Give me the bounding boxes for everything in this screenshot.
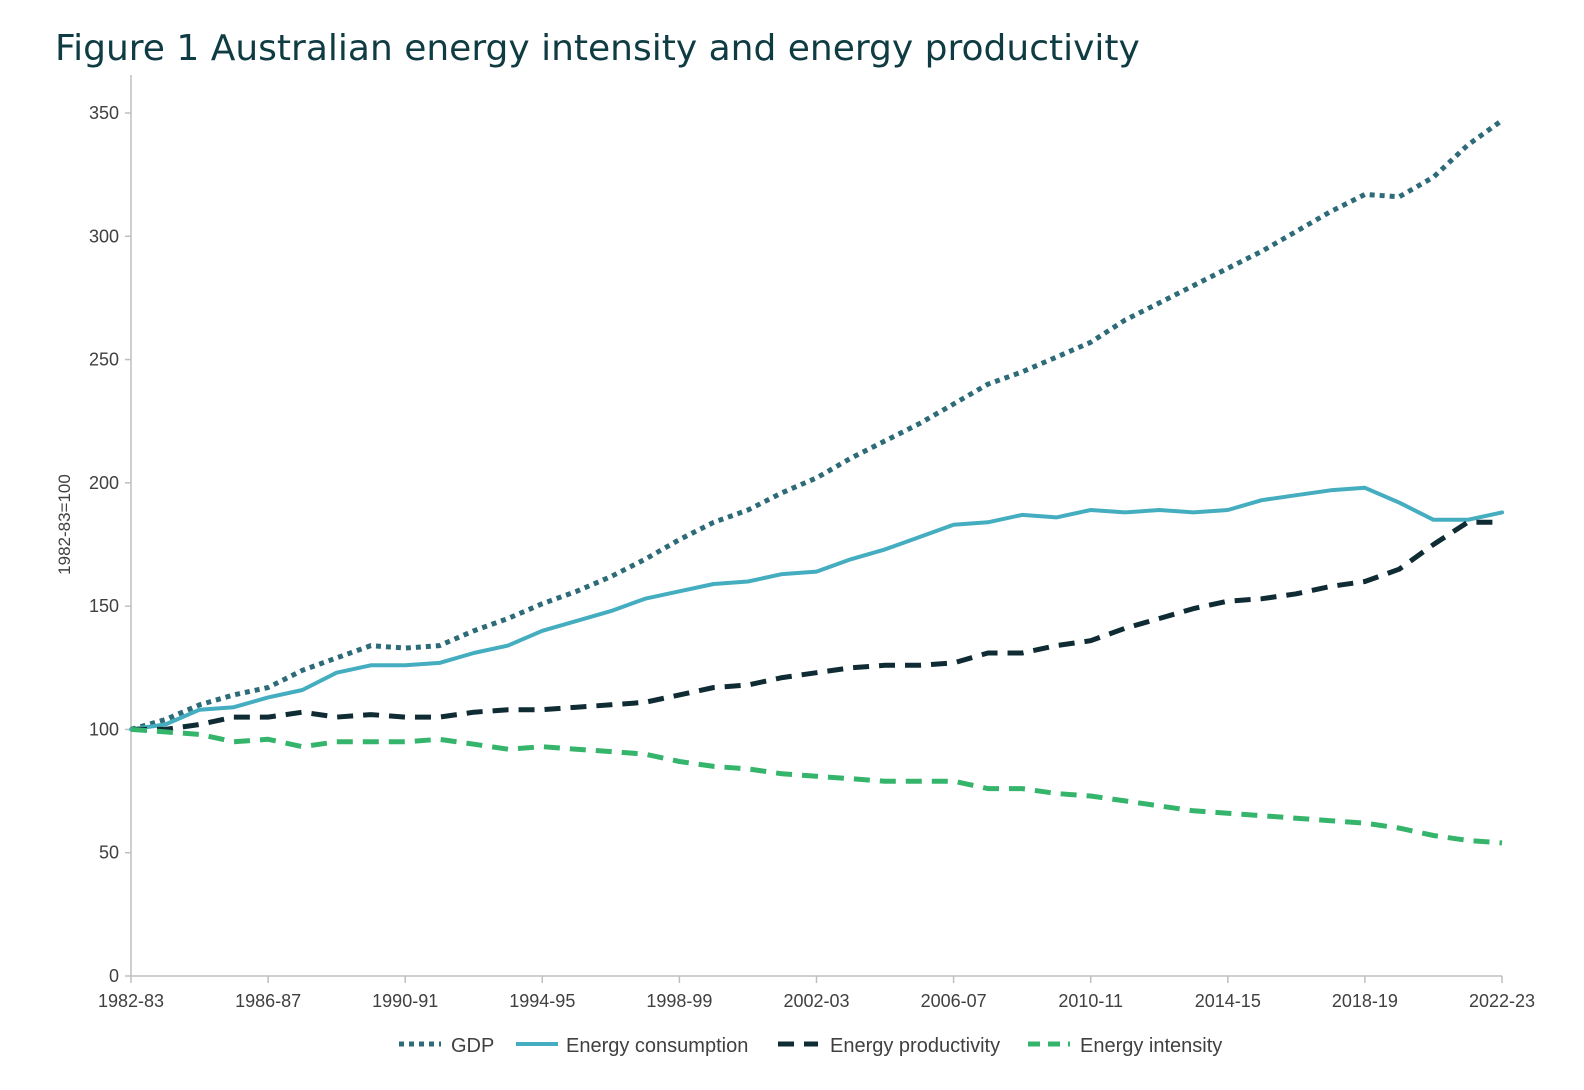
y-axis-title: 1982-83=100 (55, 474, 74, 575)
x-tick-label: 2022-23 (1469, 991, 1535, 1011)
x-tick-label: 2002-03 (783, 991, 849, 1011)
x-tick-label: 1994-95 (509, 991, 575, 1011)
x-tick-label: 1990-91 (372, 991, 438, 1011)
y-tick-label: 350 (89, 103, 119, 123)
legend-label: Energy intensity (1080, 1035, 1222, 1057)
series-line-energy-consumption (129, 485, 1504, 732)
y-tick-label: 300 (89, 226, 119, 246)
legend-label: Energy consumption (566, 1035, 748, 1057)
chart-title: Figure 1 Australian energy intensity and… (55, 28, 1140, 69)
x-tick-label: 2006-07 (921, 991, 987, 1011)
x-tick-label: 2014-15 (1195, 991, 1261, 1011)
x-tick-label: 1986-87 (235, 991, 301, 1011)
series-line-energy-productivity (131, 519, 1502, 732)
y-tick-label: 100 (89, 719, 119, 739)
y-tick-label: 0 (109, 966, 119, 986)
series-group (129, 118, 1504, 846)
x-tick-label: 2010-11 (1058, 991, 1123, 1011)
x-tick-label: 1998-99 (646, 991, 712, 1011)
x-tick-label: 2018-19 (1332, 991, 1398, 1011)
y-tick-label: 200 (89, 473, 119, 493)
legend-label: Energy productivity (830, 1035, 1000, 1057)
y-tick-label: 150 (89, 596, 119, 616)
series-line-energy-intensity (130, 726, 1503, 846)
legend: GDP Energy consumption Energy productivity… (399, 1035, 1222, 1057)
y-tick-label: 250 (89, 350, 119, 370)
y-tick-label: 50 (99, 843, 119, 863)
series-line-gdp (130, 118, 1504, 732)
x-tick-label: 1982-83 (98, 991, 164, 1011)
axes: 0 50 100 150 200 250 300 350 1982-83 1986-87 1990-… (55, 75, 1535, 1011)
legend-label: GDP (451, 1035, 494, 1057)
